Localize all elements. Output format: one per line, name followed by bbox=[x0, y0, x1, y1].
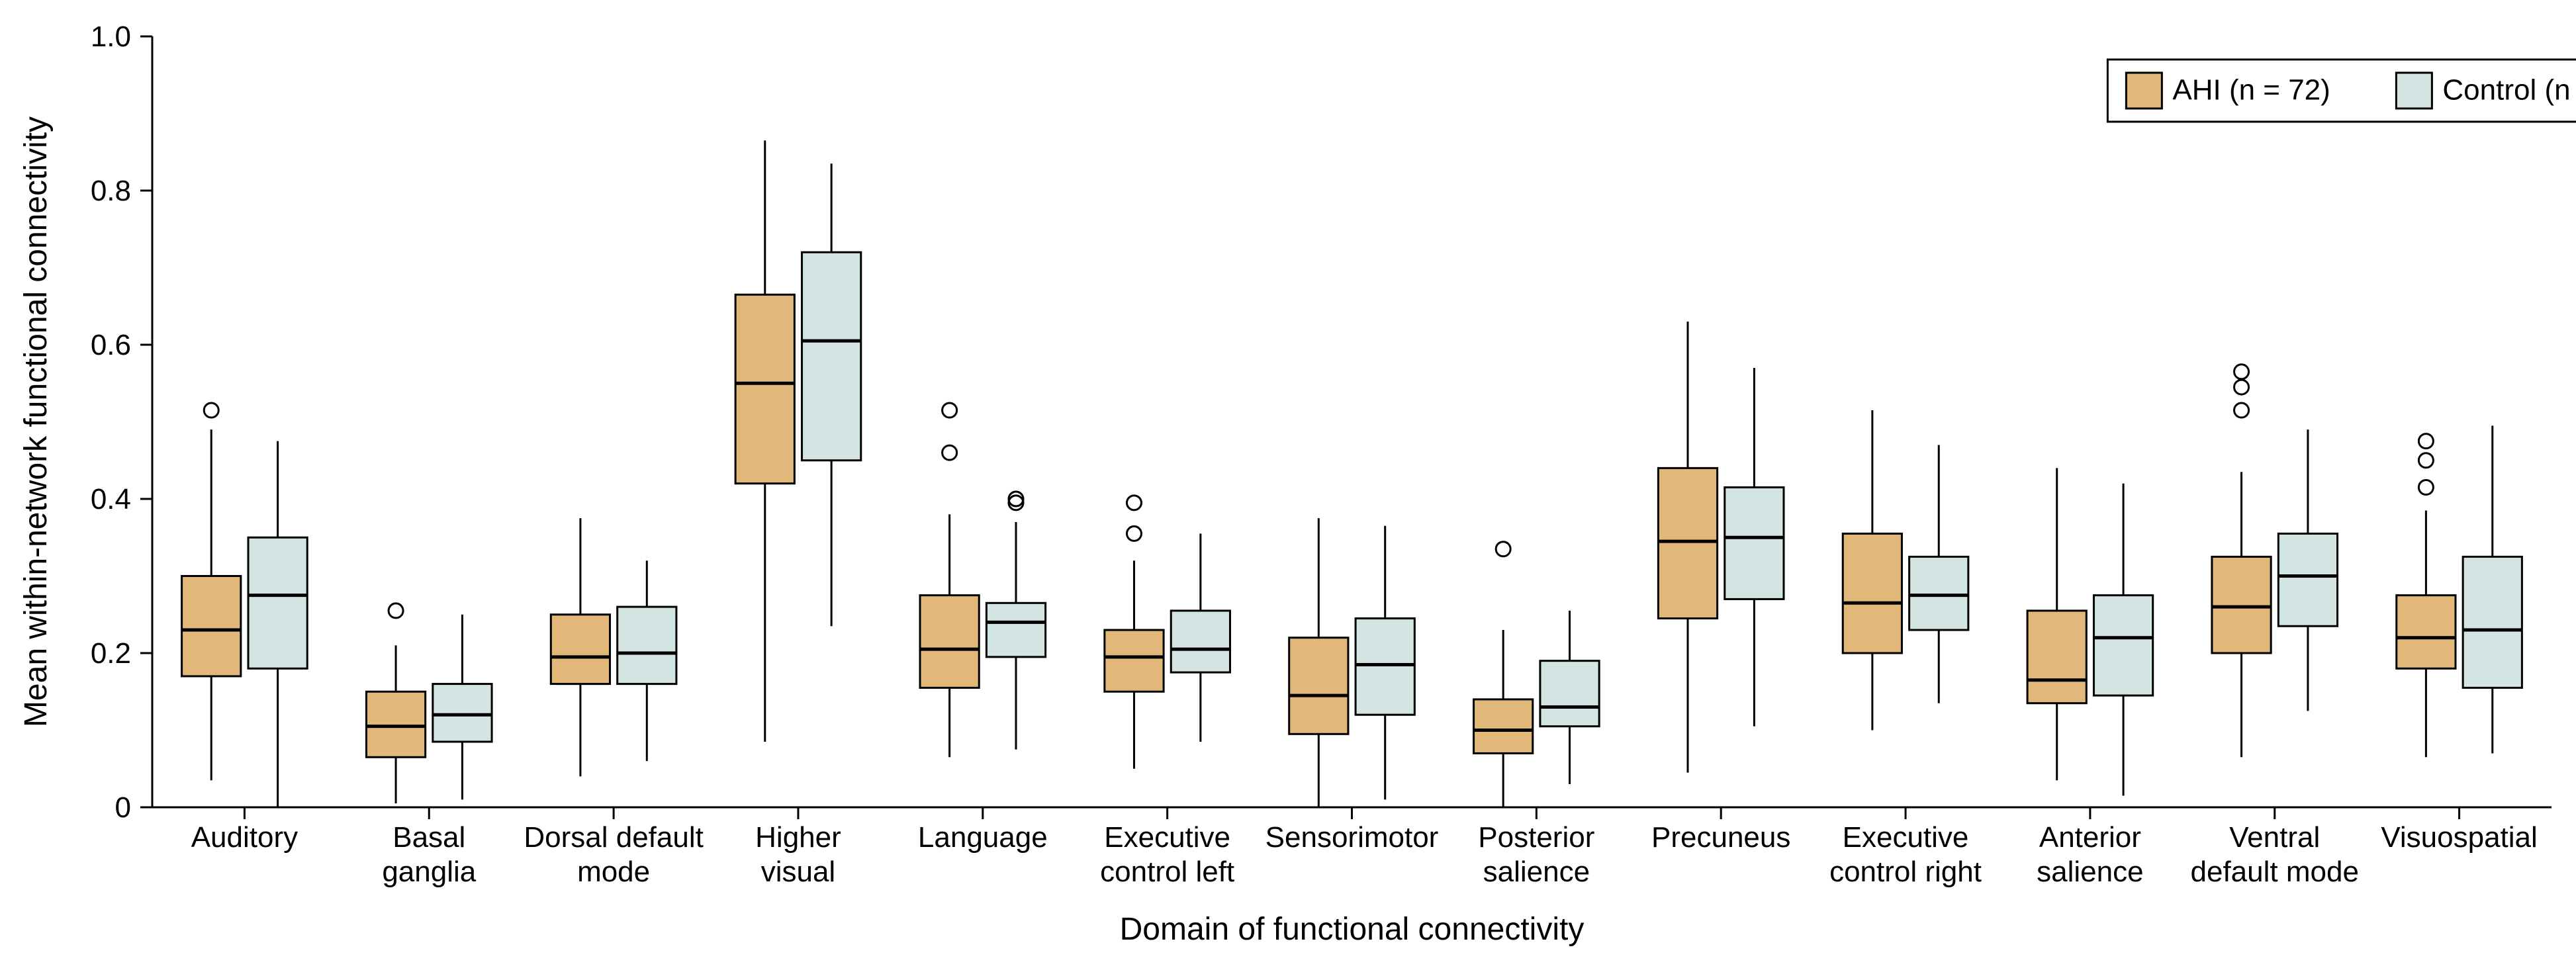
outlier-point bbox=[2418, 480, 2433, 495]
x-tick-label: Anterior bbox=[2039, 821, 2141, 854]
x-tick-label: ganglia bbox=[382, 856, 476, 888]
y-tick-label: 1.0 bbox=[91, 21, 131, 53]
x-tick-label: visual bbox=[761, 856, 836, 888]
x-tick-label: control right bbox=[1829, 856, 1982, 888]
x-tick-label: Visuospatial bbox=[2381, 821, 2537, 854]
x-tick-label: Ventral bbox=[2229, 821, 2320, 854]
outlier-point bbox=[943, 445, 957, 460]
y-tick-label: 0.8 bbox=[91, 175, 131, 207]
y-tick-label: 0 bbox=[115, 791, 131, 824]
box bbox=[1658, 468, 1717, 618]
box bbox=[735, 294, 794, 483]
box bbox=[2093, 596, 2152, 695]
x-tick-label: Posterior bbox=[1478, 821, 1594, 854]
outlier-point bbox=[2418, 453, 2433, 468]
box bbox=[1289, 638, 1348, 734]
chart-svg: 0 0.2 0.4 0.6 0.8 1.0 Mean within-network func… bbox=[0, 0, 2576, 976]
box bbox=[433, 684, 492, 742]
box bbox=[182, 576, 241, 676]
outlier-point bbox=[1496, 542, 1510, 556]
box bbox=[1474, 699, 1533, 754]
box bbox=[1356, 619, 1414, 715]
box bbox=[1171, 611, 1230, 672]
box bbox=[1105, 630, 1164, 691]
box bbox=[618, 607, 676, 684]
box bbox=[1540, 661, 1599, 727]
box bbox=[1725, 488, 1784, 599]
outlier-point bbox=[943, 403, 957, 418]
y-axis-title: Mean within-network functional connectiv… bbox=[19, 116, 54, 727]
x-tick-label: default mode bbox=[2191, 856, 2359, 888]
box bbox=[986, 603, 1045, 657]
outlier-point bbox=[1127, 496, 1141, 510]
box bbox=[802, 252, 861, 461]
x-tick-label: salience bbox=[2037, 856, 2143, 888]
legend-label: Control (n = 42) bbox=[2442, 73, 2576, 106]
box bbox=[551, 615, 610, 684]
x-tick-label: Language bbox=[918, 821, 1048, 854]
x-tick-label: Executive bbox=[1843, 821, 1969, 854]
x-tick-label: Dorsal default bbox=[524, 821, 703, 854]
outlier-point bbox=[2234, 365, 2249, 379]
x-tick-label: Auditory bbox=[191, 821, 298, 854]
box bbox=[248, 537, 307, 668]
box bbox=[2278, 533, 2337, 626]
x-axis-title: Domain of functional connectivity bbox=[1120, 912, 1585, 947]
x-tick-label: Executive bbox=[1104, 821, 1230, 854]
x-tick-label: Sensorimotor bbox=[1265, 821, 1439, 854]
y-tick-label: 0.6 bbox=[91, 329, 131, 361]
outlier-point bbox=[2234, 403, 2249, 418]
x-tick-label: salience bbox=[1483, 856, 1590, 888]
outlier-point bbox=[1127, 526, 1141, 541]
outlier-point bbox=[389, 603, 403, 618]
legend-swatch bbox=[2396, 73, 2432, 109]
x-tick-label: Precuneus bbox=[1651, 821, 1790, 854]
x-tick-label: Higher bbox=[755, 821, 841, 854]
legend-label: AHI (n = 72) bbox=[2172, 73, 2330, 106]
box bbox=[2212, 556, 2271, 653]
x-tick-label: Basal bbox=[392, 821, 465, 854]
y-tick-label: 0.2 bbox=[91, 637, 131, 670]
outlier-point bbox=[2234, 380, 2249, 394]
box bbox=[920, 596, 979, 688]
box bbox=[2463, 556, 2522, 688]
x-tick-label: control left bbox=[1100, 856, 1234, 888]
outlier-point bbox=[2418, 434, 2433, 449]
box bbox=[2027, 611, 2086, 703]
box bbox=[2397, 596, 2456, 669]
legend-swatch bbox=[2126, 73, 2162, 109]
x-tick-label: mode bbox=[577, 856, 650, 888]
outlier-point bbox=[204, 403, 218, 418]
y-tick-label: 0.4 bbox=[91, 483, 131, 515]
box bbox=[366, 691, 425, 757]
box bbox=[1843, 533, 1902, 653]
box bbox=[1909, 556, 1968, 630]
boxplot-chart: 0 0.2 0.4 0.6 0.8 1.0 Mean within-network func… bbox=[0, 0, 2576, 976]
